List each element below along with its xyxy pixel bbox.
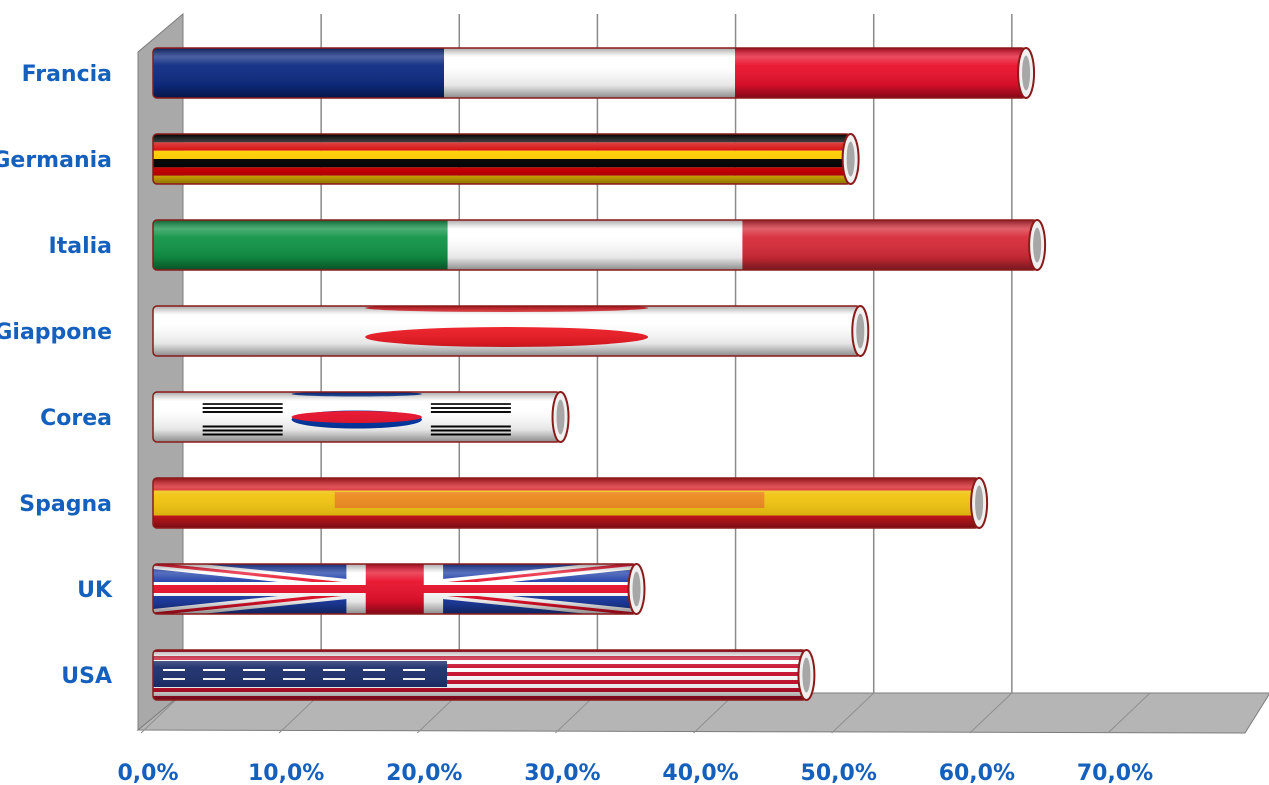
bar-giappone[interactable] — [152, 304, 870, 357]
bar-body — [153, 220, 1038, 270]
bar-italia[interactable] — [152, 219, 1047, 271]
bar-shading — [153, 220, 1038, 270]
bar-body — [153, 564, 637, 614]
floor — [136, 692, 1269, 734]
y-category-label: Germania — [0, 148, 112, 173]
floor-gridline — [831, 692, 875, 734]
x-tick-label: 50,0% — [801, 761, 877, 785]
bar-body — [153, 306, 861, 356]
y-category-label: UK — [77, 578, 113, 603]
bar-spagna[interactable] — [152, 477, 989, 529]
bar-body — [153, 478, 980, 528]
y-category-label: Corea — [40, 406, 112, 431]
x-tick-label: 60,0% — [939, 761, 1015, 785]
bar-body — [153, 392, 561, 442]
bar-shading — [153, 392, 561, 442]
floor-gridline — [1107, 692, 1151, 734]
x-tick-label: 20,0% — [386, 761, 462, 785]
bar-end-cap-inner — [975, 485, 984, 521]
bar-shading — [153, 478, 980, 528]
y-category-label: Francia — [22, 62, 112, 87]
floor-gridline — [969, 692, 1013, 734]
bar-body — [153, 650, 807, 700]
bar-body — [153, 48, 1027, 98]
bar-shading — [153, 564, 637, 614]
y-category-label: USA — [61, 664, 112, 689]
x-tick-label: 10,0% — [248, 761, 324, 785]
bar-shading — [153, 306, 861, 356]
bar-shading — [153, 650, 807, 700]
side-wall — [137, 12, 184, 732]
bar-end-cap-inner — [632, 571, 641, 607]
bar-corea[interactable] — [152, 391, 570, 443]
bar-francia[interactable] — [152, 47, 1036, 99]
bar-shading — [153, 48, 1027, 98]
x-tick-label: 40,0% — [662, 761, 738, 785]
bar-end-cap-inner — [802, 657, 811, 693]
bar-body — [153, 134, 851, 184]
x-tick-label: 70,0% — [1077, 761, 1153, 785]
x-tick-label: 30,0% — [524, 761, 600, 785]
bar-end-cap-inner — [556, 399, 565, 435]
bar-usa[interactable] — [152, 649, 816, 701]
bar-shading — [153, 134, 851, 184]
bar-germania[interactable] — [152, 133, 860, 185]
x-tick-label: 0,0% — [117, 761, 178, 785]
y-category-label: Italia — [49, 234, 112, 259]
bar-uk[interactable] — [152, 563, 646, 615]
bar-end-cap-inner — [846, 141, 855, 177]
y-category-label: Spagna — [19, 492, 112, 517]
bar-end-cap-inner — [856, 313, 865, 349]
bar-end-cap-inner — [1033, 227, 1042, 263]
y-category-label: Giappone — [0, 320, 112, 345]
bar-end-cap-inner — [1022, 55, 1031, 91]
